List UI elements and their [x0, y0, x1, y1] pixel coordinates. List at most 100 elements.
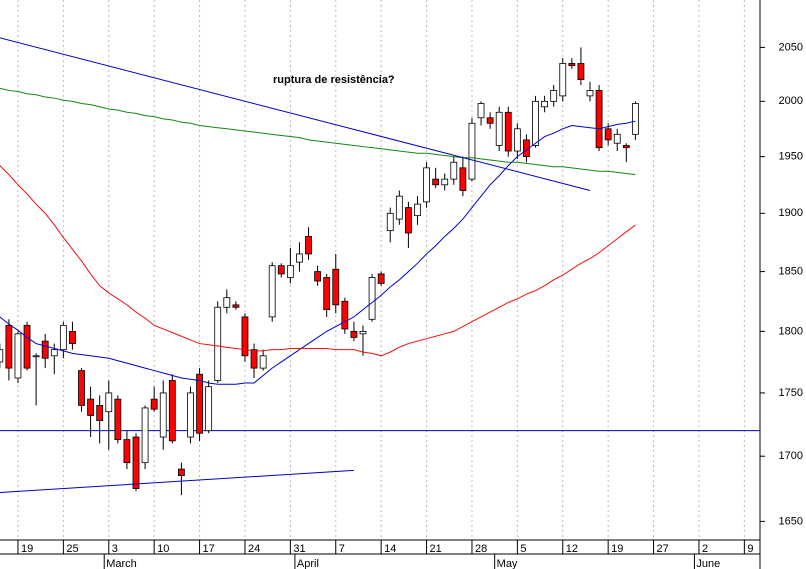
candle-body — [50, 349, 58, 357]
candle-body — [105, 392, 113, 413]
candle-body — [622, 145, 630, 149]
candle-body — [541, 100, 548, 108]
candle-body — [205, 386, 213, 432]
candle-body — [159, 392, 167, 438]
annotation: ruptura de resistência? — [273, 74, 395, 86]
candle-body — [604, 128, 612, 141]
candle-body — [241, 316, 249, 357]
candle-body — [187, 392, 194, 438]
moving-average — [0, 87, 636, 176]
candle-body — [96, 405, 104, 421]
candle-body — [432, 178, 440, 186]
candle-body — [377, 273, 385, 284]
candle-body — [532, 100, 539, 146]
candle-body — [386, 212, 394, 232]
candle-body — [595, 90, 603, 149]
x-tick-label: 21 — [430, 543, 442, 555]
x-tick-label: 10 — [157, 543, 169, 555]
candle-body — [32, 355, 40, 358]
month-label: April — [297, 558, 319, 569]
y-tick-label: 2000 — [779, 95, 803, 107]
trend-line — [0, 37, 591, 191]
candle-body — [0, 349, 4, 363]
candle-body — [468, 122, 476, 180]
candle-body — [504, 111, 512, 152]
candle-body — [296, 253, 303, 263]
candle-body — [232, 304, 240, 308]
y-tick-label: 1650 — [779, 515, 803, 527]
month-label: June — [696, 558, 720, 569]
candle-body — [450, 161, 458, 180]
x-tick-label: 7 — [339, 543, 345, 555]
y-tick-label: 1800 — [779, 325, 803, 337]
candle-body — [459, 167, 467, 191]
x-tick-label: 9 — [747, 543, 753, 555]
x-tick-label: 25 — [66, 543, 78, 555]
candle-body — [305, 236, 312, 255]
y-tick-label: 1900 — [779, 207, 803, 219]
candle-body — [368, 277, 376, 320]
candle-body — [332, 268, 340, 306]
candle-body — [341, 300, 349, 330]
x-tick-label: 24 — [248, 543, 260, 555]
x-tick-label: 19 — [611, 543, 623, 555]
candle-body — [132, 436, 140, 489]
x-tick-label: 2 — [702, 543, 708, 555]
x-tick-label: 19 — [21, 543, 33, 555]
candle-body — [441, 178, 449, 186]
candle-body — [59, 324, 67, 351]
candle-body — [23, 324, 31, 369]
x-tick-label: 14 — [384, 543, 396, 555]
candle-body — [5, 324, 13, 369]
candle-body — [323, 277, 331, 311]
candle-body — [550, 90, 558, 102]
candle-body — [404, 207, 412, 234]
candle-body — [613, 133, 621, 144]
y-tick-label: 1750 — [779, 387, 803, 399]
y-tick-label: 1950 — [779, 151, 803, 163]
candle-body — [78, 370, 85, 406]
candle-body — [423, 167, 430, 203]
candle-body — [559, 63, 567, 97]
candle-body — [87, 398, 94, 416]
candle-body — [214, 306, 222, 381]
candle-body — [114, 398, 122, 440]
candle-body — [259, 355, 267, 369]
candle-body — [268, 265, 276, 318]
x-tick-label: 31 — [293, 543, 305, 555]
candle-body — [196, 373, 203, 434]
x-tick-label: 5 — [520, 543, 526, 555]
candle-body — [395, 195, 403, 220]
candle-body — [123, 439, 131, 464]
candle-body — [168, 380, 176, 442]
x-tick-label: 12 — [566, 543, 578, 555]
candle-body — [41, 340, 49, 359]
candle-body — [477, 103, 485, 119]
candle-body — [632, 103, 639, 135]
candle-body — [286, 265, 294, 278]
candle-body — [141, 407, 149, 464]
y-tick-label: 2050 — [779, 41, 803, 53]
month-label: May — [497, 558, 518, 569]
y-tick-label: 1700 — [779, 450, 803, 462]
moving-average — [0, 165, 636, 357]
candle-body — [486, 117, 494, 124]
x-tick-label: 17 — [203, 543, 215, 555]
candle-body — [586, 90, 594, 97]
y-tick-label: 1850 — [779, 265, 803, 277]
moving-average — [0, 120, 636, 385]
candle-body — [513, 128, 521, 152]
candle-body — [177, 468, 185, 476]
candle-body — [314, 271, 322, 282]
candle-body — [277, 265, 285, 275]
candle-body — [577, 63, 585, 81]
candle-body — [568, 63, 576, 66]
candle-body — [14, 333, 22, 379]
candle-body — [350, 330, 358, 338]
candle-body — [223, 297, 231, 308]
x-tick-label: 27 — [657, 543, 669, 555]
candle-body — [250, 349, 258, 369]
candle-body — [150, 398, 158, 410]
candle-body — [359, 330, 367, 335]
